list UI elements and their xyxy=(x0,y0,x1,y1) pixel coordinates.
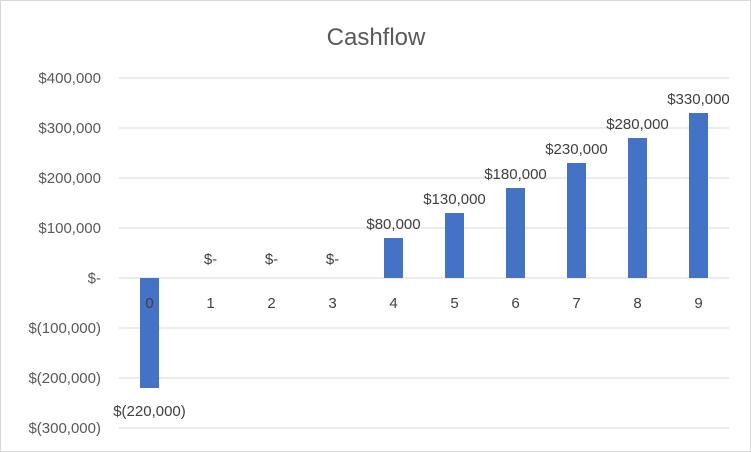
bar xyxy=(506,188,525,278)
bar xyxy=(384,238,403,278)
x-tick-label: 3 xyxy=(328,295,336,312)
data-label: $180,000 xyxy=(484,166,547,183)
data-label: $230,000 xyxy=(545,141,608,158)
data-label: $80,000 xyxy=(366,216,420,233)
data-label: $- xyxy=(326,251,339,268)
data-label: $280,000 xyxy=(606,116,669,133)
y-tick-label: $(100,000) xyxy=(28,320,101,337)
chart-title: Cashflow xyxy=(327,24,426,51)
bar xyxy=(140,278,159,388)
bars xyxy=(140,113,708,388)
y-tick-label: $200,000 xyxy=(38,170,101,187)
x-tick-label: 5 xyxy=(450,295,458,312)
bar xyxy=(445,213,464,278)
x-tick-label: 6 xyxy=(511,295,519,312)
x-axis-ticks: 0 1 2 3 4 5 6 7 8 9 xyxy=(145,295,702,312)
y-tick-label: $300,000 xyxy=(38,120,101,137)
bar xyxy=(628,138,647,278)
data-label: $(220,000) xyxy=(113,403,186,420)
y-tick-label: $- xyxy=(88,270,101,287)
y-tick-label: $400,000 xyxy=(38,70,101,87)
data-label: $330,000 xyxy=(667,91,730,108)
y-axis-ticks: $400,000 $300,000 $200,000 $100,000 $- $(100,… xyxy=(28,70,101,437)
x-tick-label: 9 xyxy=(694,295,702,312)
bar xyxy=(689,113,708,278)
x-tick-label: 1 xyxy=(206,295,214,312)
y-tick-label: $100,000 xyxy=(38,220,101,237)
x-tick-label: 2 xyxy=(267,295,275,312)
data-label: $- xyxy=(204,251,217,268)
bar xyxy=(567,163,586,278)
x-tick-label: 7 xyxy=(572,295,580,312)
gridlines xyxy=(119,77,729,429)
data-labels: $(220,000) $- $- $- $80,000$130,000 $180,000 $… xyxy=(113,91,730,420)
x-tick-label: 0 xyxy=(145,295,153,312)
y-tick-label: $(300,000) xyxy=(28,420,101,437)
y-tick-label: $(200,000) xyxy=(28,370,101,387)
x-tick-label: 4 xyxy=(389,295,397,312)
data-label: $130,000 xyxy=(423,191,486,208)
data-label: $- xyxy=(265,251,278,268)
x-tick-label: 8 xyxy=(633,295,641,312)
